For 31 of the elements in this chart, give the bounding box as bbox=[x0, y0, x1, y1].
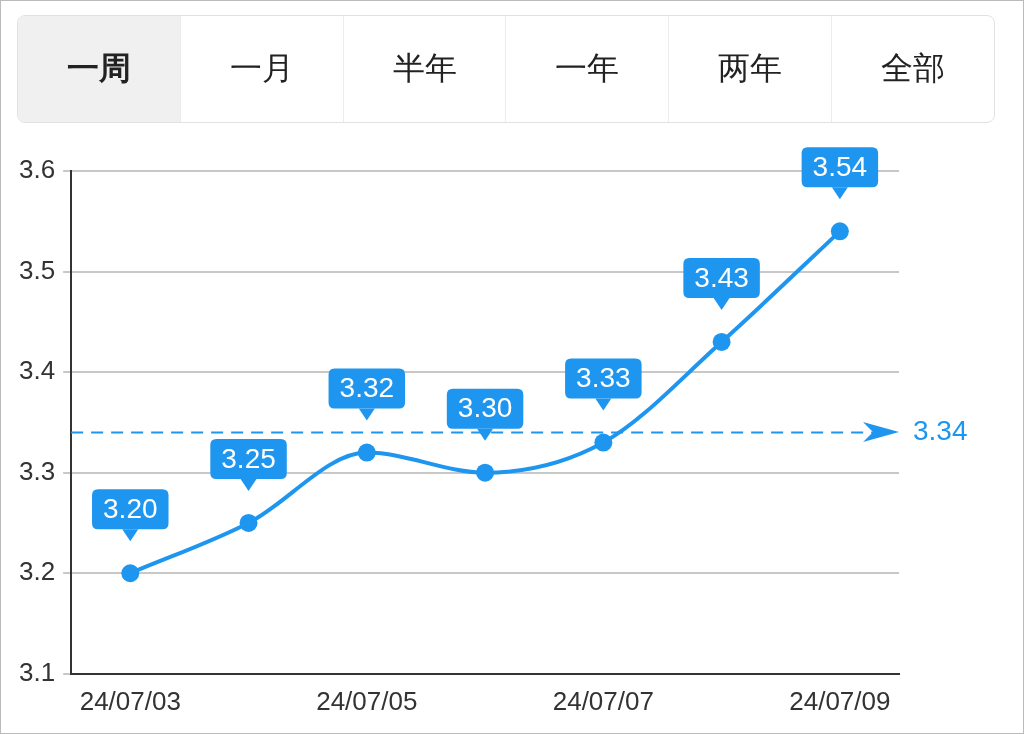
y-tick-label: 3.5 bbox=[18, 254, 56, 285]
data-label: 3.54 bbox=[812, 151, 868, 183]
x-tick-label: 24/07/03 bbox=[79, 685, 181, 716]
point bbox=[830, 222, 849, 241]
text: 一月 bbox=[179, 16, 343, 122]
data-label: 3.32 bbox=[339, 372, 395, 404]
y-tick-label: 3.3 bbox=[18, 455, 56, 486]
point bbox=[476, 463, 495, 482]
text: 半年 bbox=[342, 16, 506, 122]
y-tick-label: 3.4 bbox=[18, 355, 56, 386]
y-tick-label: 3.6 bbox=[18, 154, 56, 185]
point bbox=[594, 433, 613, 452]
text: 两年 bbox=[668, 16, 832, 122]
point bbox=[239, 513, 258, 532]
data-label: 3.43 bbox=[694, 261, 749, 293]
text: 全部 bbox=[831, 16, 994, 122]
data-label: 3.20 bbox=[103, 492, 158, 524]
point bbox=[121, 564, 140, 583]
data-label: 3.30 bbox=[457, 392, 513, 424]
ref-line-label: 3.34 bbox=[913, 415, 968, 447]
data-label: 3.25 bbox=[221, 442, 276, 474]
x-tick-label: 24/07/07 bbox=[552, 685, 654, 716]
x-tick-label: 24/07/05 bbox=[316, 685, 418, 716]
data-label: 3.33 bbox=[576, 362, 631, 394]
text: 一周 bbox=[18, 16, 180, 122]
y-tick-label: 3.2 bbox=[18, 556, 56, 587]
point bbox=[357, 443, 376, 462]
y-tick-label: 3.1 bbox=[18, 656, 56, 687]
x-tick-label: 24/07/09 bbox=[789, 685, 891, 716]
point bbox=[712, 332, 731, 351]
text: 一年 bbox=[505, 16, 669, 122]
